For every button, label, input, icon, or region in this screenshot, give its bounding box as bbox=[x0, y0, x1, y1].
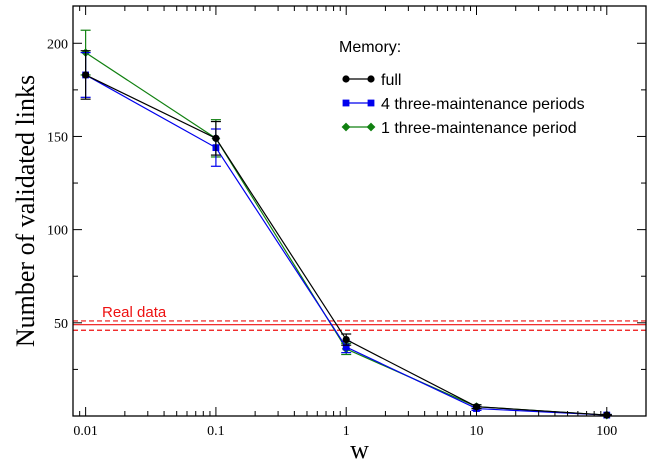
reference-label: Real data bbox=[102, 304, 167, 321]
y-axis-title: Number of validated links bbox=[11, 75, 40, 347]
legend-swatch-marker bbox=[342, 75, 350, 83]
y-tick-label: 150 bbox=[47, 130, 68, 145]
y-tick-label: 100 bbox=[47, 224, 68, 239]
x-axis-title: w bbox=[350, 435, 369, 462]
data-point bbox=[342, 335, 350, 344]
legend-swatch-marker bbox=[367, 75, 375, 83]
data-point bbox=[212, 134, 220, 142]
legend: Memory: full 4 three-maintenance periods 1… bbox=[339, 39, 585, 137]
y-tick-label: 200 bbox=[47, 37, 68, 52]
x-tick-label: 100 bbox=[596, 424, 617, 439]
data-point bbox=[342, 343, 350, 351]
reference-band bbox=[73, 320, 646, 331]
axis-ticks: 0.01 0.1 1 10 100 50 100 150 200 bbox=[47, 6, 647, 439]
series-layer bbox=[80, 29, 612, 420]
legend-swatch-marker bbox=[341, 122, 351, 132]
plot-frame bbox=[72, 5, 647, 417]
legend-label: 1 three-maintenance period bbox=[381, 120, 577, 137]
data-point bbox=[472, 403, 481, 411]
data-point bbox=[82, 71, 90, 79]
legend-entry: 1 three-maintenance period bbox=[341, 120, 577, 137]
legend-swatch-marker bbox=[367, 99, 375, 107]
legend-swatch-marker bbox=[366, 122, 376, 132]
legend-label: 4 three-maintenance periods bbox=[381, 96, 585, 113]
legend-swatch-marker bbox=[342, 99, 350, 107]
x-tick-label: 0.01 bbox=[73, 424, 98, 439]
x-tick-label: 10 bbox=[469, 424, 483, 439]
legend-label: full bbox=[381, 72, 401, 89]
series-2 bbox=[80, 29, 612, 420]
y-tick-label: 50 bbox=[54, 317, 68, 332]
x-tick-label: 1 bbox=[343, 424, 350, 439]
legend-entry: 4 three-maintenance periods bbox=[342, 96, 585, 113]
legend-entry: full bbox=[342, 72, 401, 89]
x-tick-label: 0.1 bbox=[207, 424, 225, 439]
legend-title: Memory: bbox=[339, 39, 401, 56]
